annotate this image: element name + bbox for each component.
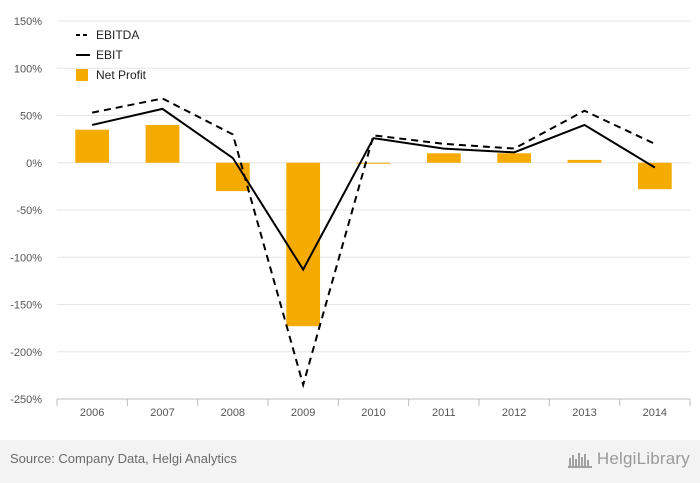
legend-swatch-net-profit [76,69,88,81]
x-tick-label: 2007 [150,407,174,419]
lines [91,97,656,389]
x-tick-label: 2006 [80,407,104,419]
bar-net-profit-2013 [567,159,602,163]
x-tick-label: 2008 [221,407,245,419]
brand-name: HelgiLibrary [596,449,690,468]
x-tick-label: 2014 [643,407,667,419]
y-tick-label: 0% [26,158,42,170]
y-tick-label: -50% [16,205,42,217]
x-tick-label: 2012 [502,407,526,419]
legend: EBITDA EBIT Net Profit [76,28,147,82]
source-note: Source: Company Data, Helgi Analytics [10,451,237,466]
y-tick-label: -100% [10,252,42,264]
legend-label-ebitda: EBITDA [96,28,139,42]
y-tick-label: 150% [14,16,42,28]
brand-logo: HelgiLibrary [567,449,690,469]
y-axis: 150% 100% 50% 0% -50% -100% -150% -200% -250% [10,16,42,406]
x-tick-label: 2013 [572,407,596,419]
bar-net-profit-2012 [497,153,532,163]
bar-net-profit-2010 [356,162,391,164]
y-tick-label: -250% [10,394,42,406]
chart: 150% 100% 50% 0% -50% -100% -150% -200% -250% 20… [10,16,691,419]
x-tick-label: 2011 [432,407,456,419]
footer: Source: Company Data, Helgi Analytics He… [0,440,700,483]
chart-svg: 150% 100% 50% 0% -50% -100% -150% -200% -250% 20… [10,16,691,419]
x-tick-label: 2009 [291,407,315,419]
bar-net-profit-2011 [426,153,461,163]
bar-net-profit-2007 [145,124,180,163]
x-axis: 2006 2007 2008 2009 2010 2011 2012 2013 2014 [56,398,691,419]
bar-net-profit-2006 [75,129,110,163]
legend-label-ebit: EBIT [96,48,123,62]
net-profit-bars [75,124,672,327]
grid [57,20,690,400]
bar-net-profit-2009 [286,162,321,327]
legend-label-net-profit: Net Profit [96,68,147,82]
series-line-ebit [91,107,656,272]
y-tick-label: -200% [10,347,42,359]
x-tick-label: 2010 [361,407,385,419]
library-icon [567,453,592,468]
series-line-ebitda [91,97,656,389]
y-tick-label: 50% [20,111,42,123]
y-tick-label: -150% [10,300,42,312]
y-tick-label: 100% [14,63,42,75]
